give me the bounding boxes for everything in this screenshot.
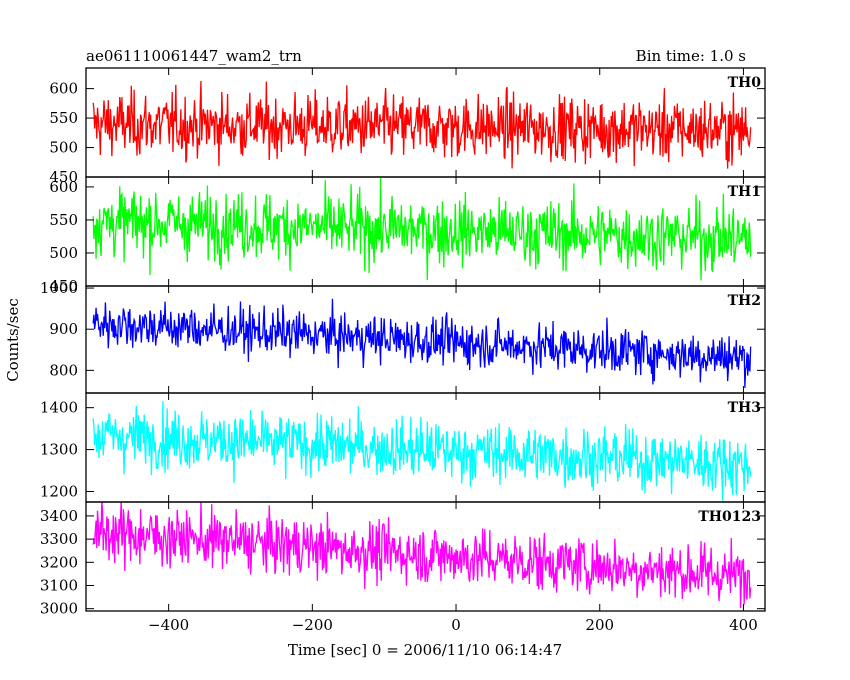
y-tick-label: 1000 <box>40 279 78 297</box>
panel-th1: 450 500 550 600 TH1 <box>49 176 766 295</box>
x-tick-label: −400 <box>148 616 189 634</box>
y-tick-label: 1300 <box>40 441 78 459</box>
y-tick-label: 600 <box>49 80 78 98</box>
panel-th0: 450 500 550 600 TH0 <box>49 67 766 186</box>
series-line-th3 <box>92 401 752 501</box>
panel-label-th3: TH3 <box>728 400 761 416</box>
y-tick-label: 550 <box>49 109 78 127</box>
y-tick-label: 1200 <box>40 483 78 501</box>
panel-th3: 1200 1300 1400 TH3 <box>40 392 766 503</box>
x-axis-title: Time [sec] 0 = 2006/11/10 06:14:47 <box>288 641 562 659</box>
y-tick-label: 500 <box>49 244 78 262</box>
y-tick-label: 3400 <box>40 507 78 525</box>
y-tick-label: 3200 <box>40 553 78 571</box>
header-bin-time: Bin time: 1.0 s <box>636 47 746 65</box>
x-tick-label: 400 <box>729 616 758 634</box>
panel-label-th1: TH1 <box>728 184 761 200</box>
y-tick-label: 800 <box>49 361 78 379</box>
y-tick-label: 3300 <box>40 530 78 548</box>
y-tick-label: 900 <box>49 320 78 338</box>
panel-label-th2: TH2 <box>728 293 761 309</box>
x-tick-label: −200 <box>292 616 333 634</box>
series-line-th2 <box>92 298 752 388</box>
y-tick-label: 450 <box>49 277 78 295</box>
x-axis: −400 −200 0 200 400 <box>148 616 758 634</box>
y-tick-label: 600 <box>49 178 78 196</box>
series-line-th0 <box>92 80 752 169</box>
y-axis-title: Counts/sec <box>4 298 22 382</box>
y-tick-label: 500 <box>49 139 78 157</box>
panel-th0123: 3000 3100 3200 3300 3400 TH0123 <box>40 501 766 618</box>
panel-label-th0123: TH0123 <box>698 509 761 525</box>
panel-th2: 800 900 1000 TH2 <box>40 279 766 394</box>
panel-label-th0: TH0 <box>728 75 762 91</box>
y-tick-label: 3000 <box>40 600 78 618</box>
header-title: ae061110061447_wam2_trn <box>86 47 302 65</box>
panel-frame <box>85 501 766 612</box>
x-tick-label: 200 <box>585 616 614 634</box>
y-tick-label: 450 <box>49 168 78 186</box>
panels-group: 450 500 550 600 TH0 450 500 550 600 TH1 800 900 1000… <box>40 67 766 618</box>
y-tick-label: 1400 <box>40 399 78 417</box>
x-tick-label: 0 <box>451 616 461 634</box>
series-line-th1 <box>92 177 752 281</box>
y-tick-label: 3100 <box>40 576 78 594</box>
series-line-th0123 <box>92 502 752 609</box>
y-tick-label: 550 <box>49 211 78 229</box>
